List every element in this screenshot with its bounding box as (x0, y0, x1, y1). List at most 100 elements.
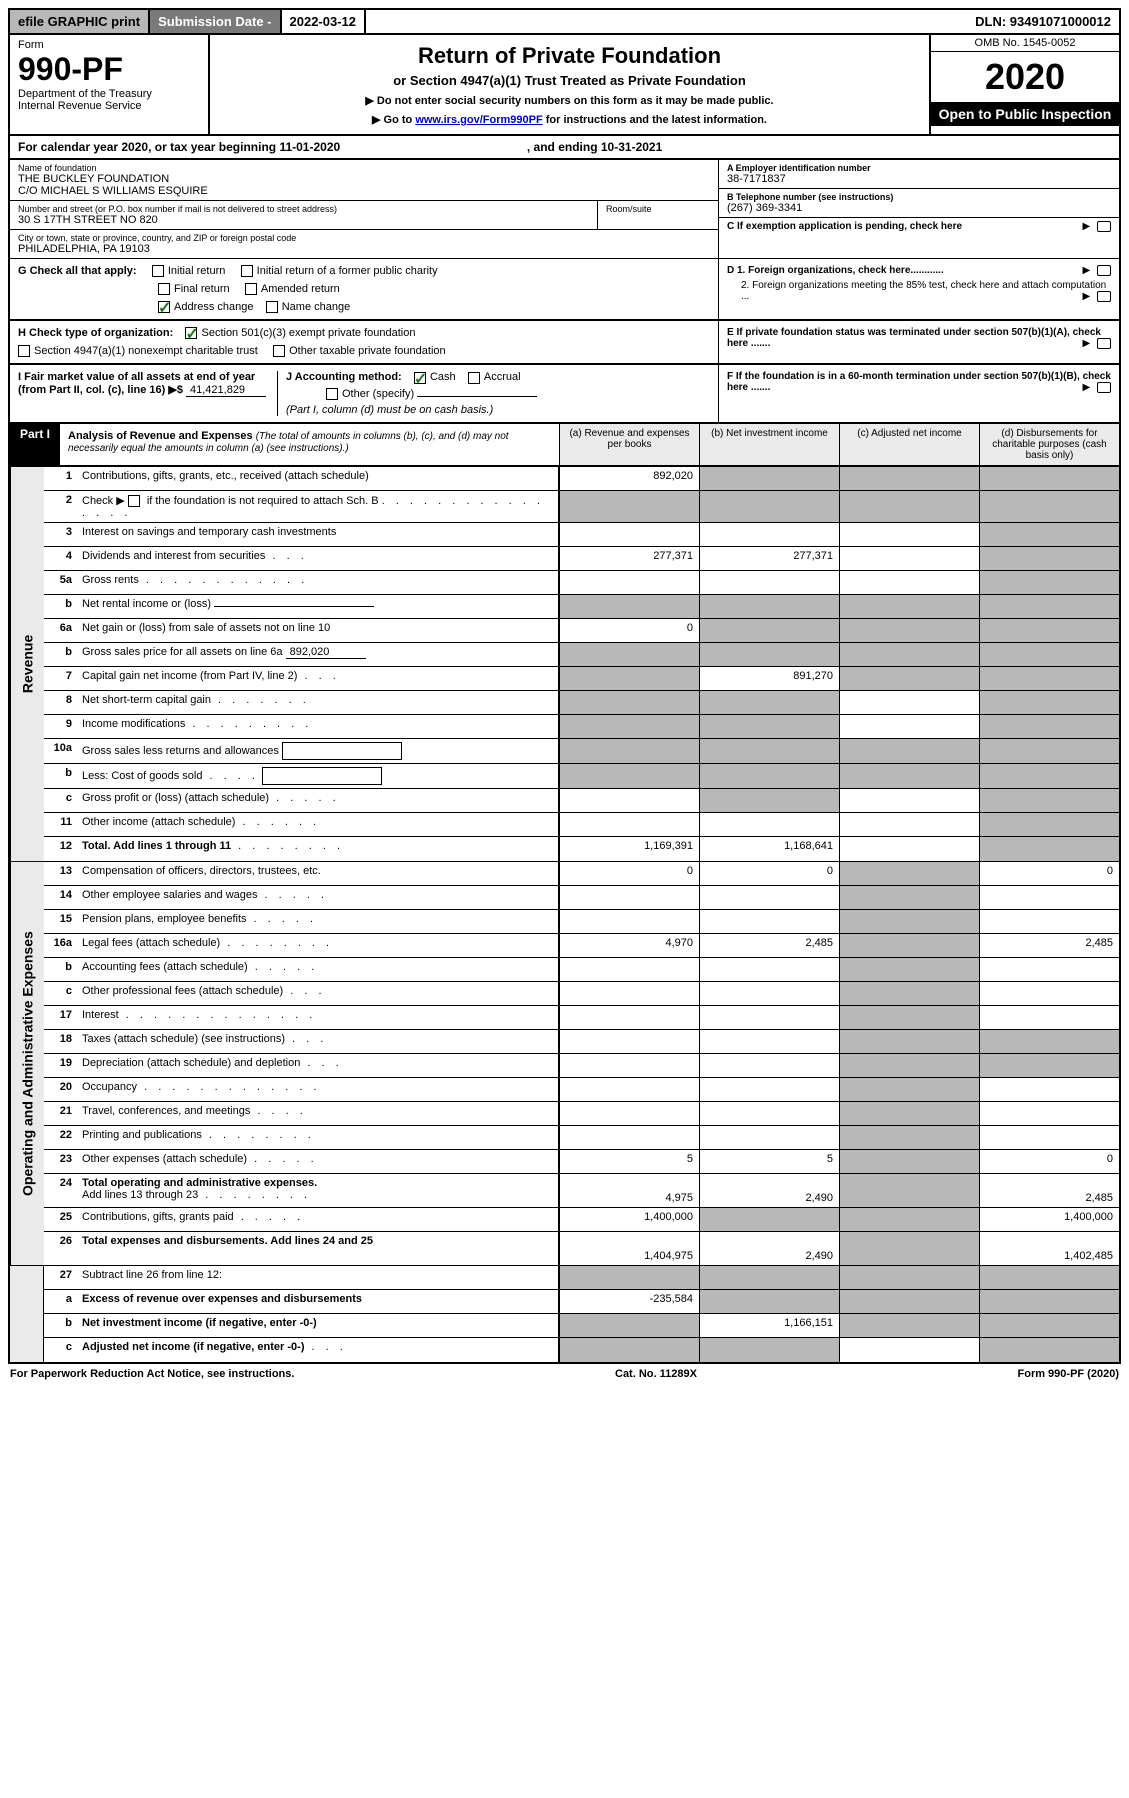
col-a-header: (a) Revenue and expenses per books (559, 424, 699, 465)
line-13-d: 0 (979, 862, 1119, 885)
line-5b: b Net rental income or (loss) (44, 595, 1119, 619)
tax-year: 2020 (931, 52, 1119, 102)
footer-left: For Paperwork Reduction Act Notice, see … (10, 1368, 294, 1380)
info-block: Name of foundation THE BUCKLEY FOUNDATIO… (8, 160, 1121, 258)
line-24-d: 2,485 (979, 1174, 1119, 1207)
line-13-a: 0 (559, 862, 699, 885)
line-25: 25 Contributions, gifts, grants paid . .… (44, 1208, 1119, 1232)
expenses-label: Operating and Administrative Expenses (10, 862, 44, 1265)
form-label: Form (18, 39, 200, 51)
expenses-section: Operating and Administrative Expenses 13… (10, 861, 1119, 1265)
revenue-section: Revenue 1 Contributions, gifts, grants, … (10, 467, 1119, 861)
ein-value: 38-7171837 (727, 173, 1111, 185)
col-b-header: (b) Net investment income (699, 424, 839, 465)
j-accrual-checkbox[interactable] (468, 372, 480, 384)
irs-label: Internal Revenue Service (18, 100, 200, 112)
i-j-f-row: I Fair market value of all assets at end… (8, 365, 1121, 423)
g-label: G Check all that apply: (18, 265, 137, 277)
e-checkbox[interactable] (1097, 338, 1111, 349)
g-d-row: G Check all that apply: Initial return I… (8, 258, 1121, 321)
dept-label: Department of the Treasury (18, 88, 200, 100)
h-label: H Check type of organization: (18, 327, 173, 339)
g-name-checkbox[interactable] (266, 301, 278, 313)
line-24-b: 2,490 (699, 1174, 839, 1207)
line-19: 19 Depreciation (attach schedule) and de… (44, 1054, 1119, 1078)
line-25-d: 1,400,000 (979, 1208, 1119, 1231)
foundation-name2: C/O MICHAEL S WILLIAMS ESQUIRE (18, 185, 710, 197)
line-27: 27 Subtract line 26 from line 12: (44, 1266, 1119, 1290)
c-checkbox[interactable] (1097, 221, 1111, 232)
address-label: Number and street (or P.O. box number if… (18, 204, 589, 214)
d2-checkbox[interactable] (1097, 291, 1111, 302)
line-4: 4 Dividends and interest from securities… (44, 547, 1119, 571)
year-begin: 11-01-2020 (279, 140, 340, 154)
h-other-tax-checkbox[interactable] (273, 345, 285, 357)
line-16a-b: 2,485 (699, 934, 839, 957)
line-4-a: 277,371 (559, 547, 699, 570)
line-9: 9 Income modifications . . . . . . . . . (44, 715, 1119, 739)
g-address-checkbox[interactable] (158, 301, 170, 313)
line-4-b: 277,371 (699, 547, 839, 570)
line-10a: 10a Gross sales less returns and allowan… (44, 739, 1119, 764)
d1-checkbox[interactable] (1097, 265, 1111, 276)
ein-label: A Employer identification number (727, 163, 1111, 173)
omb-number: OMB No. 1545-0052 (931, 35, 1119, 52)
line-23-d: 0 (979, 1150, 1119, 1173)
line-2-checkbox[interactable] (128, 495, 140, 507)
line-2: 2 Check ▶ if the foundation is not requi… (44, 491, 1119, 523)
efile-label: efile GRAPHIC print (10, 10, 150, 33)
h-501c3-checkbox[interactable] (185, 327, 197, 339)
irs-link[interactable]: www.irs.gov/Form990PF (415, 114, 542, 126)
form-number: 990-PF (18, 51, 200, 88)
phone-label: B Telephone number (see instructions) (727, 192, 1111, 202)
line-24-a: 4,975 (559, 1174, 699, 1207)
part1-header-row: Part I Analysis of Revenue and Expenses … (8, 424, 1121, 467)
line-15: 15 Pension plans, employee benefits . . … (44, 910, 1119, 934)
line-27-section: 27 Subtract line 26 from line 12: a Exce… (10, 1265, 1119, 1362)
line-24: 24 Total operating and administrative ex… (44, 1174, 1119, 1208)
line-1-a: 892,020 (559, 467, 699, 490)
topbar: efile GRAPHIC print Submission Date - 20… (8, 8, 1121, 35)
line-27b-b: 1,166,151 (699, 1314, 839, 1337)
line-12-b: 1,168,641 (699, 837, 839, 861)
form-subtitle: or Section 4947(a)(1) Trust Treated as P… (218, 73, 921, 88)
line-23-b: 5 (699, 1150, 839, 1173)
i-value: 41,421,829 (186, 384, 266, 397)
g-amended-checkbox[interactable] (245, 283, 257, 295)
line-1: 1 Contributions, gifts, grants, etc., re… (44, 467, 1119, 491)
form-note2: ▶ Go to www.irs.gov/Form990PF for instru… (218, 113, 921, 126)
f-checkbox[interactable] (1097, 382, 1111, 393)
line-13-b: 0 (699, 862, 839, 885)
line-26-b: 2,490 (699, 1232, 839, 1265)
form-note1: ▶ Do not enter social security numbers o… (218, 94, 921, 107)
line-16b: b Accounting fees (attach schedule) . . … (44, 958, 1119, 982)
line-16a-d: 2,485 (979, 934, 1119, 957)
line-21: 21 Travel, conferences, and meetings . .… (44, 1102, 1119, 1126)
g-initial-former-checkbox[interactable] (241, 265, 253, 277)
year-end: 10-31-2021 (601, 140, 662, 154)
j-cash-checkbox[interactable] (414, 372, 426, 384)
line-6a-a: 0 (559, 619, 699, 642)
line-12-a: 1,169,391 (559, 837, 699, 861)
j-other-checkbox[interactable] (326, 388, 338, 400)
line-6a: 6a Net gain or (loss) from sale of asset… (44, 619, 1119, 643)
g-initial-checkbox[interactable] (152, 265, 164, 277)
line-7: 7 Capital gain net income (from Part IV,… (44, 667, 1119, 691)
page-footer: For Paperwork Reduction Act Notice, see … (8, 1364, 1121, 1384)
line-27a: a Excess of revenue over expenses and di… (44, 1290, 1119, 1314)
line-5a: 5a Gross rents . . . . . . . . . . . . (44, 571, 1119, 595)
line-20: 20 Occupancy . . . . . . . . . . . . . (44, 1078, 1119, 1102)
line-14: 14 Other employee salaries and wages . .… (44, 886, 1119, 910)
d1-label: D 1. Foreign organizations, check here..… (727, 265, 944, 276)
footer-right: Form 990-PF (2020) (1018, 1368, 1119, 1380)
g-final-checkbox[interactable] (158, 283, 170, 295)
c-label: C If exemption application is pending, c… (727, 221, 962, 232)
room-label: Room/suite (606, 204, 710, 214)
footer-mid: Cat. No. 11289X (615, 1368, 697, 1380)
h-4947-checkbox[interactable] (18, 345, 30, 357)
line-23: 23 Other expenses (attach schedule) . . … (44, 1150, 1119, 1174)
line-16a: 16a Legal fees (attach schedule) . . . .… (44, 934, 1119, 958)
line-16a-a: 4,970 (559, 934, 699, 957)
foundation-name1: THE BUCKLEY FOUNDATION (18, 173, 710, 185)
foundation-name-label: Name of foundation (18, 163, 710, 173)
